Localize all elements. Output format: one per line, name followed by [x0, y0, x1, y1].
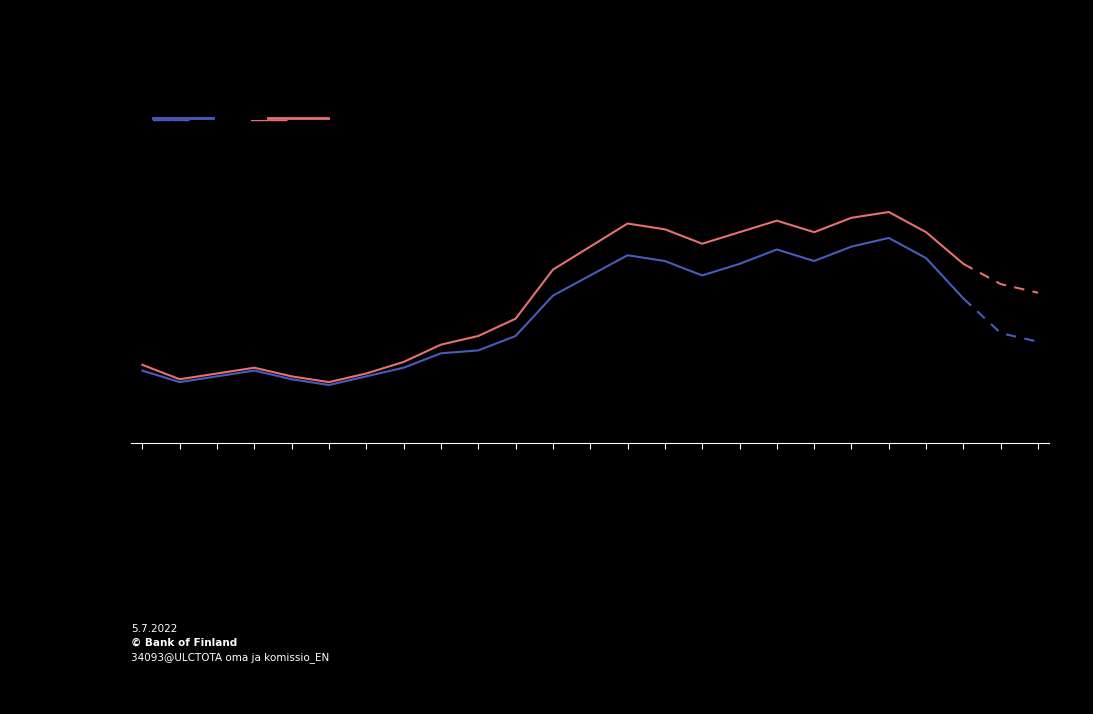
- Text: © Bank of Finland: © Bank of Finland: [131, 638, 237, 648]
- Text: ————: ————: [153, 112, 189, 128]
- Text: ————: ————: [251, 112, 287, 128]
- Text: 34093@ULCTOTA oma ja komissio_EN: 34093@ULCTOTA oma ja komissio_EN: [131, 653, 329, 663]
- Text: 5.7.2022: 5.7.2022: [131, 624, 177, 634]
